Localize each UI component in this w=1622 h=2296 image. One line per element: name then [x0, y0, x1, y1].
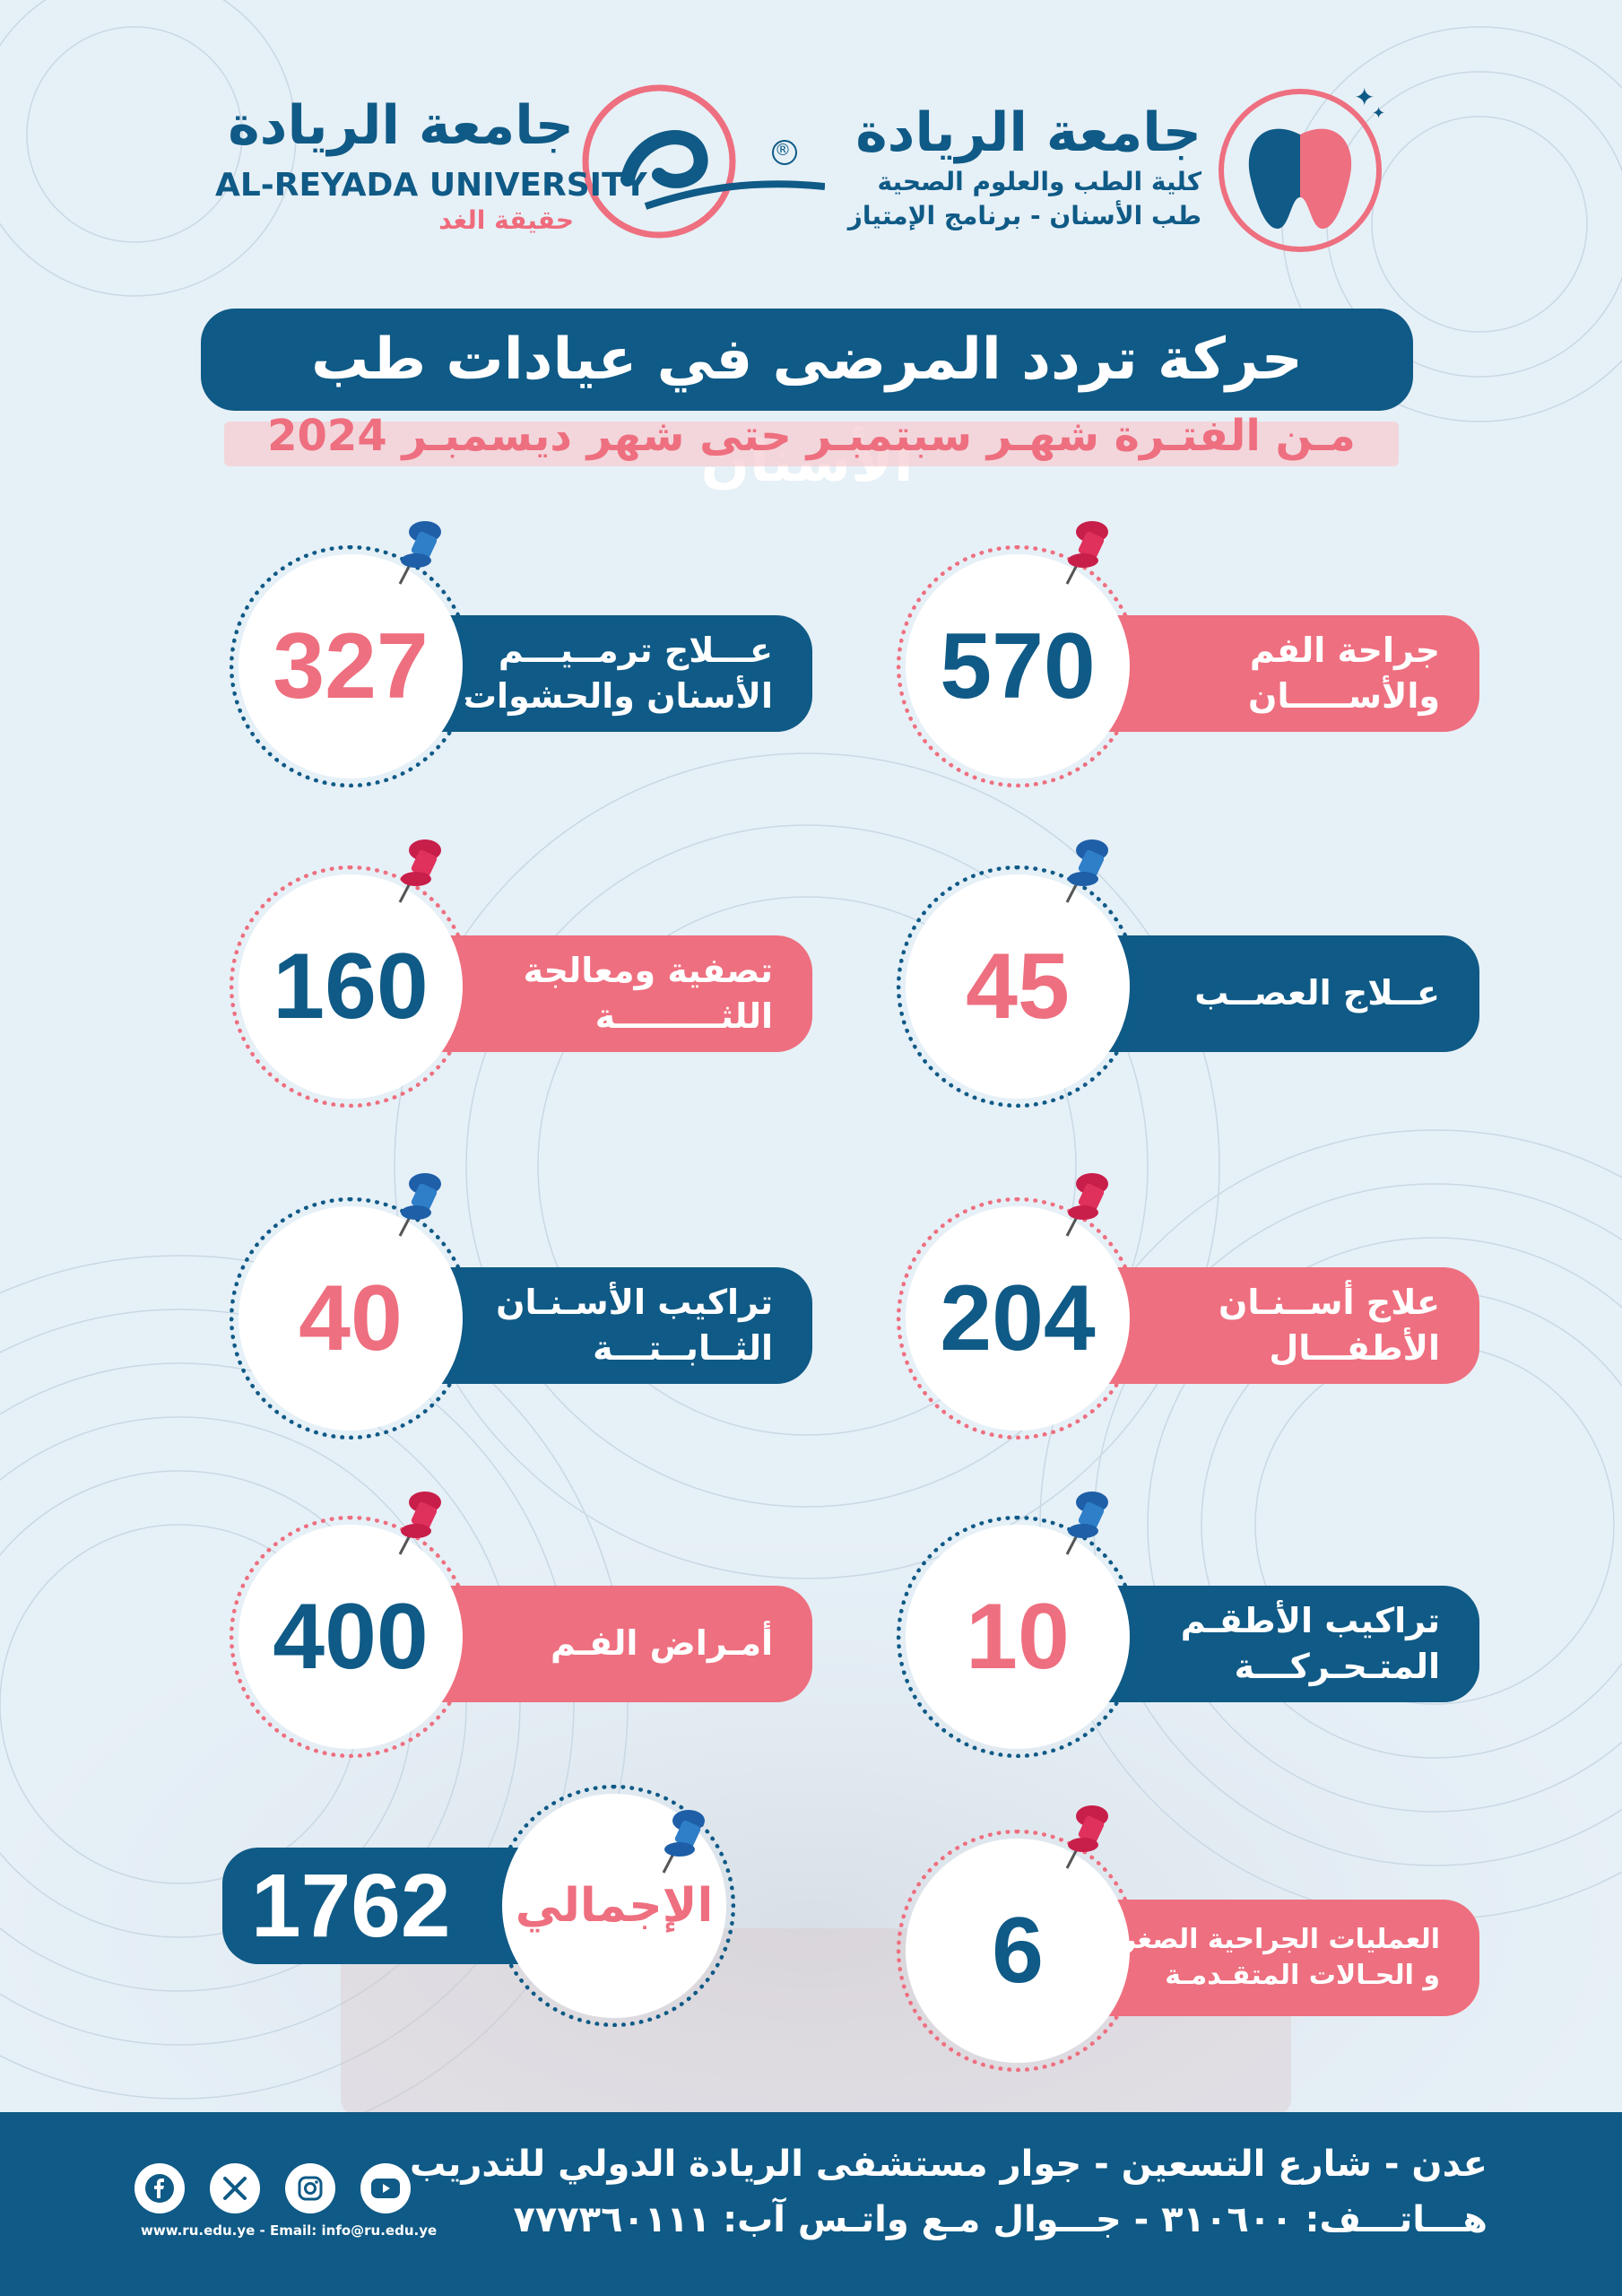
stat-ring [230, 1197, 472, 1439]
stat-label-line1: أمـراض الفـم [551, 1623, 773, 1664]
college-university-name: جامعة الريادة [855, 101, 1201, 164]
stat-label-line1: تراكيب الأسـنـان [496, 1282, 773, 1322]
stat-ring [230, 545, 472, 787]
stat-label: تصفية ومعالجة اللثـــــــــة [409, 935, 812, 1052]
stat-value: 160 [239, 874, 463, 1099]
stat-value: 570 [906, 554, 1130, 778]
stat-label-line1: جراحة الفم [1249, 630, 1440, 670]
stat-circle: 40 [230, 1197, 472, 1439]
stat-ring [230, 865, 472, 1108]
stat-circle: 160 [230, 865, 472, 1108]
university-name-ar: جامعة الريادة [228, 94, 574, 157]
svg-text:✦: ✦ [1354, 83, 1375, 112]
stat-card-root-canal: عــلاج العصــب 45 [897, 865, 1481, 1108]
pushpin-icon [662, 1810, 705, 1874]
stat-label: عــلاج العصــب [1076, 935, 1479, 1052]
stat-label-line2: الأطفـــال [1269, 1328, 1440, 1368]
stat-card-restorative: عـــلاج ترمــيـــم الأسنان والحشوات 327 [230, 545, 814, 787]
tooth-logo-icon: ✦ ✦ [1219, 83, 1385, 252]
footer-bar [0, 2112, 1622, 2296]
stat-label-line2: الثــابــتـــة [593, 1328, 773, 1368]
footer-web-email: www.ru.edu.ye - Email: info@ru.edu.ye [141, 2222, 438, 2239]
stat-label-line2: المتـحـركـــة [1234, 1647, 1440, 1686]
stat-circle: 10 [897, 1516, 1139, 1758]
stat-card-pediatric: علاج أســنـان الأطفـــال 204 [897, 1197, 1481, 1439]
svg-text:✦: ✦ [1372, 104, 1385, 123]
stat-ring [897, 1197, 1139, 1439]
stat-ring [897, 865, 1139, 1108]
stat-label: العمليات الجراحية الصغرى و الحـالات المتق… [1076, 1900, 1479, 2016]
pushpin-icon [398, 1492, 441, 1555]
stat-label: علاج أســنـان الأطفـــال [1076, 1267, 1479, 1384]
university-name-en: AL-REYADA UNIVERSITY [215, 167, 647, 204]
stat-circle: 400 [230, 1516, 472, 1758]
stat-value: 45 [906, 874, 1130, 1099]
stat-card-removable-prosthodontics: تراكيب الأطقـم المتـحـركـــة 10 [897, 1516, 1481, 1758]
stat-label-line1: العمليات الجراحية الصغرى [1096, 1923, 1440, 1955]
youtube-icon[interactable] [360, 2163, 411, 2213]
stat-circle: 45 [897, 865, 1139, 1108]
stat-label-line2: والأســـــان [1248, 676, 1440, 716]
university-logo-emblem [582, 84, 825, 239]
stat-value: 40 [239, 1206, 463, 1431]
stat-label-line1: عــلاج العصــب [1194, 973, 1440, 1013]
stat-circle: 204 [897, 1197, 1139, 1439]
university-tagline: حقيقة الغد [438, 205, 574, 235]
stat-label-line2: و الحـالات المتقـدمـة [1165, 1960, 1440, 1991]
pushpin-icon [398, 839, 441, 903]
stat-label-line1: تصفية ومعالجة [523, 950, 773, 990]
stat-circle: 327 [230, 545, 472, 787]
stat-ring [897, 1516, 1139, 1758]
stat-label-line1: تراكيب الأطقـم [1180, 1600, 1440, 1640]
pushpin-icon [1065, 1173, 1108, 1237]
stat-label-line1: علاج أســنـان [1219, 1282, 1440, 1322]
pushpin-icon [398, 521, 441, 585]
stat-circle: 570 [897, 545, 1139, 787]
stat-value: 204 [906, 1206, 1130, 1431]
stat-ring [897, 545, 1139, 787]
stat-value: 10 [906, 1525, 1130, 1749]
pushpin-icon [1065, 1805, 1108, 1869]
facebook-icon[interactable] [134, 2163, 185, 2213]
university-name-block: جامعة الريادة AL-REYADA UNIVERSITY حقيقة… [215, 94, 647, 235]
stat-label-line2: اللثـــــــــة [594, 996, 773, 1036]
stat-card-fixed-prosthodontics: تراكيب الأسـنـان الثــابــتـــة 40 [230, 1197, 814, 1439]
stat-label-line2: الأسنان والحشوات [462, 676, 773, 716]
x-icon[interactable] [210, 2163, 260, 2213]
stat-value: 327 [239, 554, 463, 778]
footer-address: عدن - شارع التسعين - جوار مستشفى الريادة… [409, 2144, 1488, 2185]
pushpin-icon [1065, 521, 1108, 585]
stat-card-oral-diseases: أمـراض الفـم 400 [230, 1516, 814, 1758]
stat-label: أمـراض الفـم [409, 1586, 812, 1702]
college-faculty-name: كلية الطب والعلوم الصحية [877, 167, 1201, 196]
total-ring [493, 1785, 735, 2027]
stat-label: عـــلاج ترمــيـــم الأسنان والحشوات [409, 615, 812, 732]
instagram-icon[interactable] [285, 2163, 335, 2213]
stat-circle: 6 [897, 1830, 1139, 2072]
page-subtitle: مـن الفتـرة شهـر سبتمبـر حتى شهر ديسمبـر… [267, 411, 1356, 461]
stat-label: تراكيب الأطقـم المتـحـركـــة [1076, 1586, 1479, 1702]
stat-label: جراحة الفم والأســـــان [1076, 615, 1479, 732]
page-title: حركة تردد المرضى في عيادات طب الأسنان [201, 309, 1413, 495]
college-name-block: جامعة الريادة كلية الطب والعلوم الصحية ط… [807, 106, 1201, 233]
stat-label: تراكيب الأسـنـان الثــابــتـــة [409, 1267, 812, 1384]
footer-phones: هـــاتـــف: ٣١٠٦٠٠ - جـــوال مـع واتـس آ… [513, 2199, 1488, 2240]
stat-card-oral-surgery: جراحة الفم والأســـــان 570 [897, 545, 1481, 787]
subtitle-highlight [224, 422, 1399, 466]
stat-card-minor-surgery: العمليات الجراحية الصغرى و الحـالات المتق… [897, 1830, 1481, 2072]
stat-ring [230, 1516, 472, 1758]
stat-ring [897, 1830, 1139, 2072]
registered-mark: ® [775, 141, 791, 160]
stat-card-periodontics: تصفية ومعالجة اللثـــــــــة 160 [230, 865, 814, 1108]
pushpin-icon [398, 1173, 441, 1237]
stat-value: 6 [906, 1839, 1130, 2063]
college-program-name: طب الأسنان - برنامج الإمتياز [847, 200, 1201, 230]
stat-label-line1: عـــلاج ترمــيـــم [498, 630, 773, 670]
stat-value: 400 [239, 1525, 463, 1749]
pushpin-icon [1065, 839, 1108, 903]
pushpin-icon [1065, 1492, 1108, 1555]
